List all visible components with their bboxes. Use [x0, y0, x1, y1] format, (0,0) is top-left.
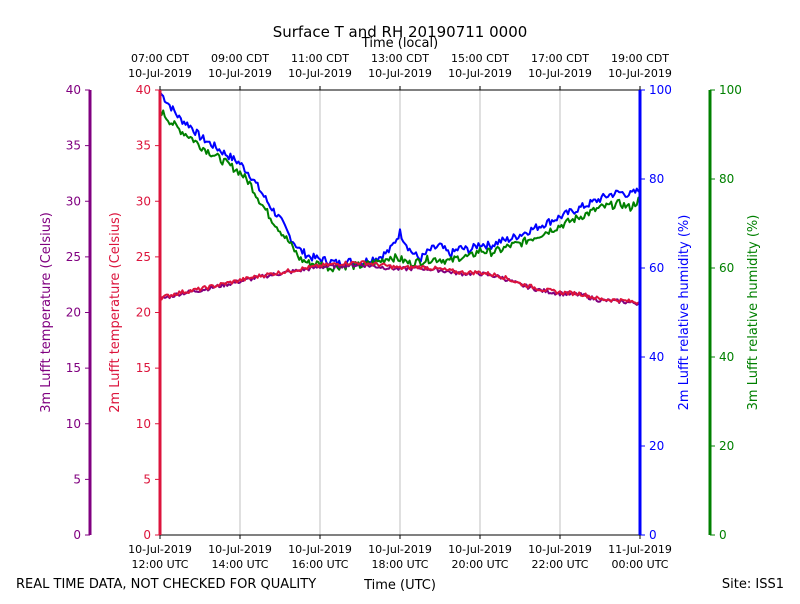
axis-tick-label: 0	[649, 528, 657, 542]
series-line-t2	[159, 260, 640, 305]
x-tick-label-top: 19:00 CDT	[611, 52, 669, 65]
x-ticks: 10-Jul-2019 12:00 UTC 10-Jul-2019 14:00 UTC…	[128, 52, 672, 571]
axis-tick-label: 100	[719, 83, 742, 97]
x-tick-label-bottom: 10-Jul-2019	[128, 543, 192, 556]
axis-tick-label: 15	[136, 361, 151, 375]
x-tick-label-bottom: 10-Jul-2019	[288, 543, 352, 556]
axis-tick-label: 100	[649, 83, 672, 97]
series-line-rh2	[159, 91, 641, 268]
x-tick-label-top: 07:00 CDT	[131, 52, 189, 65]
axis-tick-label: 25	[66, 250, 81, 264]
x-tick-label-top: 11:00 CDT	[291, 52, 349, 65]
axis-tick-label: 60	[649, 261, 664, 275]
x-tick-label-top: 10-Jul-2019	[528, 67, 592, 80]
axis-tick-label: 20	[719, 439, 734, 453]
axis-tick-label: 40	[649, 350, 664, 364]
axis-tick-label: 35	[66, 139, 81, 153]
axis-tick-label: 0	[73, 528, 81, 542]
x-tick-label-bottom: 00:00 UTC	[611, 558, 668, 571]
axis-tick-label: 30	[136, 194, 151, 208]
axis-tick-label: 0	[143, 528, 151, 542]
x-tick-label-top: 09:00 CDT	[211, 52, 269, 65]
x-tick-label-bottom: 22:00 UTC	[531, 558, 588, 571]
x-tick-label-top: 15:00 CDT	[451, 52, 509, 65]
gridlines	[239, 90, 561, 535]
x-tick-label-top: 13:00 CDT	[371, 52, 429, 65]
x-tick-label-top: 17:00 CDT	[531, 52, 589, 65]
x-tick-label-bottom: 10-Jul-2019	[448, 543, 512, 556]
axis-label-t3: 3m Lufft temperature (Celsius)	[39, 212, 54, 413]
x-tick-label-bottom: 20:00 UTC	[451, 558, 508, 571]
axis-tick-label: 80	[719, 172, 734, 186]
axis-tick-label: 80	[649, 172, 664, 186]
data-series	[159, 91, 641, 306]
site-label: Site: ISS1	[722, 577, 784, 592]
axis-tick-label: 35	[136, 139, 151, 153]
x-tick-label-bottom: 14:00 UTC	[211, 558, 268, 571]
x-tick-label-bottom: 12:00 UTC	[131, 558, 188, 571]
x-tick-label-top: 10-Jul-2019	[288, 67, 352, 80]
series-line-rh3	[159, 109, 641, 273]
x-tick-label-bottom: 11-Jul-2019	[608, 543, 672, 556]
x-tick-label-bottom: 16:00 UTC	[291, 558, 348, 571]
axis-tick-label: 30	[66, 194, 81, 208]
axis-tick-label: 40	[719, 350, 734, 364]
axis-tick-label: 40	[136, 83, 151, 97]
x-tick-label-top: 10-Jul-2019	[608, 67, 672, 80]
axis-tick-label: 10	[136, 417, 151, 431]
axis-tick-label: 20	[136, 306, 151, 320]
axis-tick-label: 5	[143, 472, 151, 486]
x-tick-label-bottom: 10-Jul-2019	[528, 543, 592, 556]
axis-tick-label: 0	[719, 528, 727, 542]
top-axis-label: Time (local)	[361, 36, 438, 51]
axis-label-rh2: 2m Lufft relative humidity (%)	[677, 215, 692, 411]
x-tick-label-bottom: 10-Jul-2019	[368, 543, 432, 556]
chart-title: Surface T and RH 20190711 0000	[273, 23, 528, 41]
x-tick-label-bottom: 10-Jul-2019	[208, 543, 272, 556]
axis-tick-label: 10	[66, 417, 81, 431]
x-tick-label-top: 10-Jul-2019	[208, 67, 272, 80]
x-tick-label-top: 10-Jul-2019	[128, 67, 192, 80]
axis-tick-label: 25	[136, 250, 151, 264]
axis-tick-label: 20	[66, 306, 81, 320]
axis-tick-label: 15	[66, 361, 81, 375]
axes: 0 5 10 15 20 25 30 35 40 3m Lufft temperature (Ce…	[39, 83, 761, 542]
x-tick-label-top: 10-Jul-2019	[448, 67, 512, 80]
axis-tick-label: 5	[73, 472, 81, 486]
axis-tick-label: 20	[649, 439, 664, 453]
x-tick-label-top: 10-Jul-2019	[368, 67, 432, 80]
axis-tick-label: 40	[66, 83, 81, 97]
x-tick-label-bottom: 18:00 UTC	[371, 558, 428, 571]
x-axis-label: Time (UTC)	[363, 578, 436, 593]
axis-label-t2: 2m Lufft temperature (Celsius)	[108, 212, 123, 413]
axis-tick-label: 60	[719, 261, 734, 275]
quality-note: REAL TIME DATA, NOT CHECKED FOR QUALITY	[16, 577, 316, 592]
axis-label-rh3: 3m Lufft relative humidity (%)	[746, 215, 761, 411]
